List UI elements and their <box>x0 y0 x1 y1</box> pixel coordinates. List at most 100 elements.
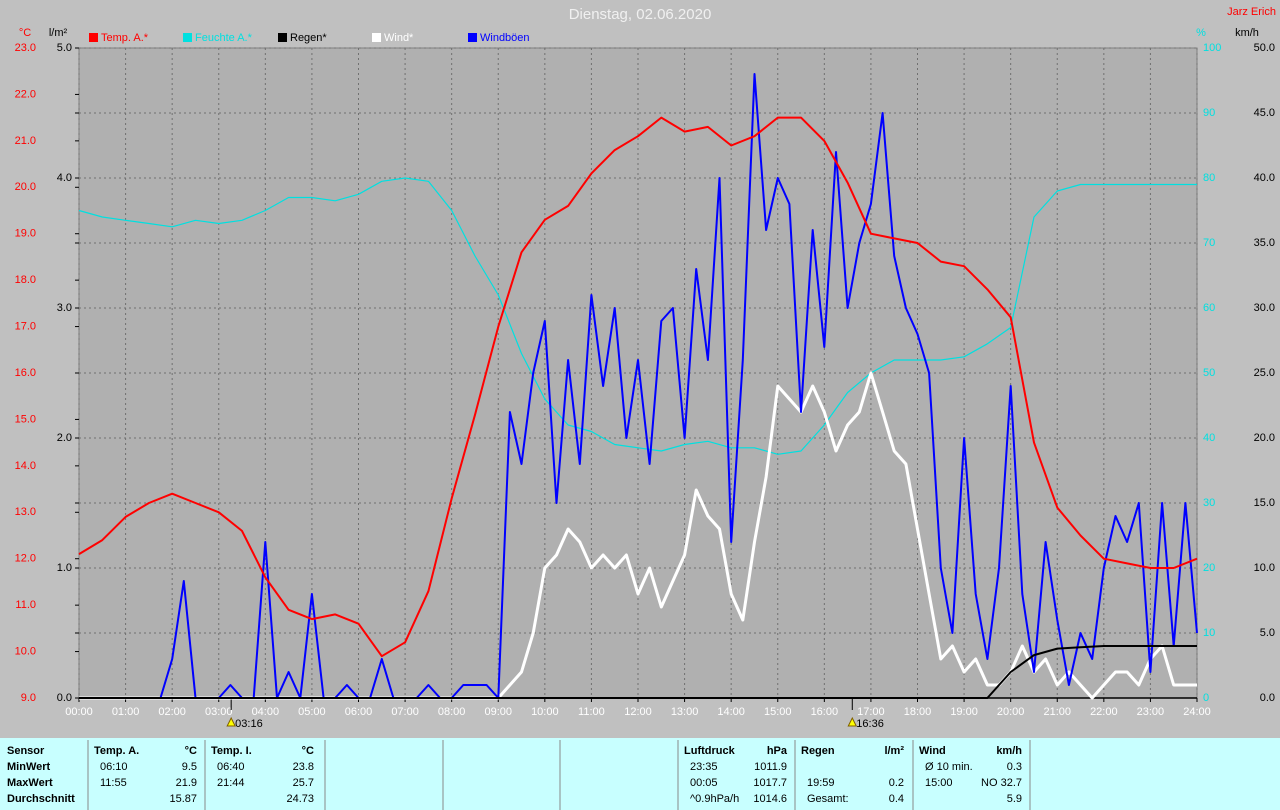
series-line <box>79 73 1198 699</box>
y3-tick-label: 10 <box>1203 627 1215 639</box>
y-tick-label: 9.0 <box>21 692 36 704</box>
sun-icon <box>226 716 236 727</box>
legend-label: Regen* <box>290 32 327 44</box>
x-tick-label: 23:00 <box>1137 706 1165 718</box>
x-tick-label: 20:00 <box>997 706 1025 718</box>
y4-tick-label: 40.0 <box>1254 172 1275 184</box>
y-tick-label: 13.0 <box>15 506 36 518</box>
series-line <box>78 177 1197 455</box>
cell-value: 0.4 <box>889 793 904 805</box>
y3-tick-label: 50 <box>1203 367 1215 379</box>
y3-tick-label: 40 <box>1203 432 1215 444</box>
y2-tick-label: 0.0 <box>57 692 72 704</box>
y-tick-label: 19.0 <box>15 228 36 240</box>
y3-tick-label: 90 <box>1203 107 1215 119</box>
x-tick-label: 13:00 <box>671 706 699 718</box>
column-header: Temp. A. <box>94 745 139 757</box>
legend-label: Wind* <box>384 32 414 44</box>
y2-tick-label: 2.0 <box>57 432 72 444</box>
cell-value: 24.73 <box>286 793 314 805</box>
legend-label: Feuchte A.* <box>195 32 253 44</box>
x-tick-label: 02:00 <box>158 706 186 718</box>
y3-tick-label: 30 <box>1203 497 1215 509</box>
y-tick-label: 10.0 <box>15 645 36 657</box>
x-tick-label: 21:00 <box>1043 706 1071 718</box>
column-header: Luftdruck <box>684 745 736 757</box>
y4-tick-label: 0.0 <box>1260 692 1275 704</box>
y4-tick-label: 30.0 <box>1254 302 1275 314</box>
y-tick-label: 16.0 <box>15 367 36 379</box>
x-tick-label: 15:00 <box>764 706 792 718</box>
x-tick-label: 18:00 <box>904 706 932 718</box>
y3-tick-label: 70 <box>1203 237 1215 249</box>
x-tick-label: 16:00 <box>811 706 839 718</box>
cell-value: 1014.6 <box>753 793 787 805</box>
y-tick-label: 11.0 <box>15 599 36 611</box>
legend-label: Windböen <box>480 32 530 44</box>
y3-tick-label: 100 <box>1203 42 1221 54</box>
y2-tick-label: 4.0 <box>57 172 72 184</box>
y-tick-label: 17.0 <box>15 320 36 332</box>
x-tick-label: 10:00 <box>531 706 559 718</box>
axis-unit: °C <box>19 27 31 39</box>
legend-swatch <box>468 33 477 42</box>
y3-tick-label: 60 <box>1203 302 1215 314</box>
y-tick-label: 12.0 <box>15 553 36 565</box>
x-tick-label: 24:00 <box>1183 706 1211 718</box>
cell-value: 9.5 <box>182 761 197 773</box>
legend-label: Temp. A.* <box>101 32 149 44</box>
y3-tick-label: 20 <box>1203 562 1215 574</box>
cell-value: 0.2 <box>889 777 904 789</box>
x-tick-label: 12:00 <box>624 706 652 718</box>
series-line <box>78 116 1198 658</box>
column-unit: km/h <box>996 745 1022 757</box>
x-tick-label: 04:00 <box>252 706 280 718</box>
y2-tick-label: 5.0 <box>57 42 72 54</box>
cell-value: NO 32.7 <box>981 777 1022 789</box>
y-tick-label: 20.0 <box>15 181 36 193</box>
cell-time: 19:59 <box>807 777 835 789</box>
cell-value: 25.7 <box>293 777 314 789</box>
annotation: 16:36 <box>856 718 884 730</box>
y3-tick-label: 0 <box>1203 692 1209 704</box>
y2-tick-label: 1.0 <box>57 562 72 574</box>
axis-unit: % <box>1196 27 1206 39</box>
x-tick-label: 01:00 <box>112 706 140 718</box>
cell-time: 06:40 <box>217 761 245 773</box>
y4-tick-label: 10.0 <box>1254 562 1275 574</box>
row-label: Sensor <box>7 745 45 757</box>
x-tick-label: 07:00 <box>391 706 419 718</box>
legend-swatch <box>278 33 287 42</box>
cell-time: Gesamt: <box>807 793 849 805</box>
y4-tick-label: 25.0 <box>1254 367 1275 379</box>
author: Jarz Erich <box>1227 6 1276 18</box>
x-tick-label: 17:00 <box>857 706 885 718</box>
cell-time: 11:55 <box>100 777 127 789</box>
y4-tick-label: 50.0 <box>1254 42 1275 54</box>
cell-time: 06:10 <box>100 761 128 773</box>
column-unit: hPa <box>767 745 788 757</box>
cell-time: 00:05 <box>690 777 718 789</box>
x-tick-label: 14:00 <box>717 706 745 718</box>
y-tick-label: 22.0 <box>15 88 36 100</box>
x-tick-label: 19:00 <box>950 706 978 718</box>
y-tick-label: 15.0 <box>15 413 36 425</box>
cell-value: 21.9 <box>176 777 197 789</box>
y-tick-label: 21.0 <box>15 135 36 147</box>
x-tick-label: 22:00 <box>1090 706 1118 718</box>
column-unit: °C <box>302 745 314 757</box>
cell-time: 21:44 <box>217 777 245 789</box>
y4-tick-label: 35.0 <box>1254 237 1275 249</box>
cell-value: 0.3 <box>1007 761 1022 773</box>
column-unit: l/m² <box>884 745 904 757</box>
cell-value: 1011.9 <box>754 761 787 773</box>
x-tick-label: 09:00 <box>484 706 512 718</box>
legend-swatch <box>372 33 381 42</box>
row-label: MinWert <box>7 761 51 773</box>
annotation: 03:16 <box>235 718 263 730</box>
cell-time: 23:35 <box>690 761 718 773</box>
x-tick-label: 11:00 <box>578 706 605 718</box>
legend-swatch <box>89 33 98 42</box>
y-tick-label: 14.0 <box>15 460 36 472</box>
